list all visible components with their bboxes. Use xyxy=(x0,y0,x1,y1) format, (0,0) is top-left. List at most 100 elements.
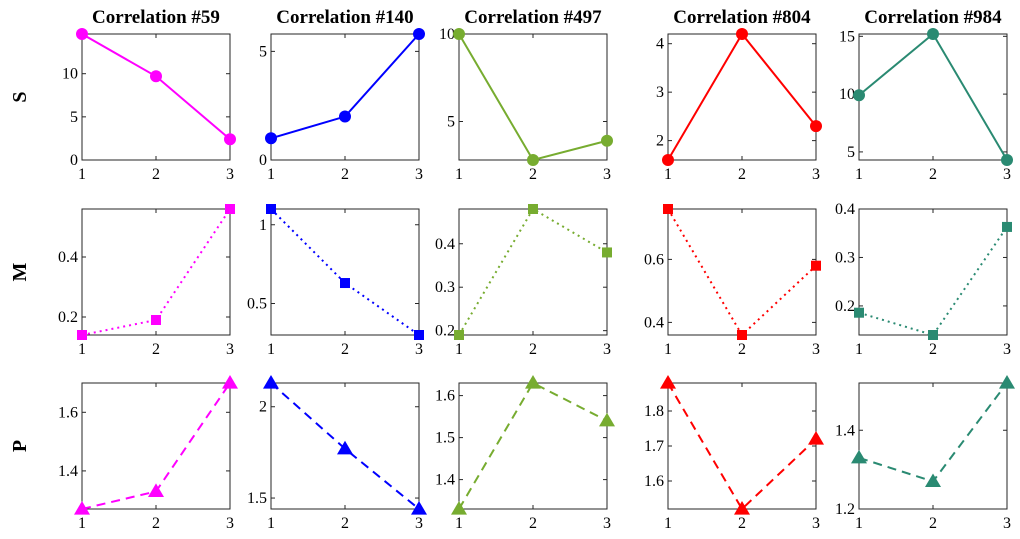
axes-box xyxy=(458,382,608,510)
data-point xyxy=(1001,154,1013,166)
y-tick-label: 0.3 xyxy=(435,279,455,296)
x-tick-label: 2 xyxy=(738,515,746,532)
data-point xyxy=(662,154,674,166)
data-point xyxy=(340,278,350,289)
y-tick-label: 1.6 xyxy=(58,404,78,421)
data-point xyxy=(927,28,939,40)
row-label-m: M xyxy=(9,262,31,281)
series-line-p xyxy=(458,381,608,510)
axes-box xyxy=(858,33,1008,161)
y-tick-label: 1.7 xyxy=(644,438,664,455)
data-point xyxy=(1002,221,1012,232)
y-tick-label: 1.4 xyxy=(435,472,455,489)
y-tick-label: 1.4 xyxy=(58,463,78,480)
y-tick-label: 5 xyxy=(259,43,267,60)
y-tick-label: 1.5 xyxy=(435,430,455,447)
column-title-2: Correlation #140 xyxy=(276,7,413,28)
data-point xyxy=(411,501,427,515)
y-tick-label: 0.5 xyxy=(247,296,267,313)
data-point xyxy=(454,330,464,340)
y-tick-label: 0.3 xyxy=(835,249,855,266)
panel-s-col2: 1 2 3 0 5 xyxy=(259,28,425,183)
data-point xyxy=(451,501,467,515)
panel-p-col4: 1 2 3 1.6 1.7 1.8 xyxy=(644,375,824,532)
data-point xyxy=(414,330,424,340)
x-tick-label: 1 xyxy=(664,166,672,183)
series-line-s xyxy=(667,32,817,161)
y-tick-label: 1.4 xyxy=(835,422,855,439)
panel-p-col2: 1 2 3 1.5 2 xyxy=(247,375,427,532)
column-title-5: Correlation #984 xyxy=(864,7,1002,28)
data-point xyxy=(602,247,612,258)
x-tick-label: 2 xyxy=(341,166,349,183)
y-tick-label: 1.6 xyxy=(644,473,664,490)
y-tick-label: 4 xyxy=(656,36,664,53)
x-tick-label: 3 xyxy=(226,166,234,183)
x-tick-label: 2 xyxy=(341,515,349,532)
y-tick-label: 1.6 xyxy=(435,388,455,405)
data-point xyxy=(999,375,1015,389)
x-tick-label: 3 xyxy=(603,341,611,358)
data-point xyxy=(853,89,865,102)
axes-box xyxy=(270,33,420,161)
column-title-4: Correlation #804 xyxy=(673,7,811,28)
series-line-s xyxy=(270,33,420,140)
x-tick-label: 2 xyxy=(152,166,160,183)
data-point xyxy=(148,483,164,498)
panel-s-col3: 1 2 3 5 10 xyxy=(439,26,613,183)
series-line-p xyxy=(858,382,1008,483)
row-label-p: P xyxy=(9,440,31,452)
y-tick-label: 0.2 xyxy=(835,298,855,315)
row-label-s: S xyxy=(9,91,31,102)
y-tick-label: 1 xyxy=(259,217,267,234)
series-line-s xyxy=(458,33,608,162)
data-point xyxy=(601,134,613,147)
data-point xyxy=(150,70,162,83)
data-point xyxy=(525,375,541,389)
x-tick-label: 1 xyxy=(267,166,275,183)
x-tick-label: 3 xyxy=(415,515,423,532)
axes-box xyxy=(667,208,817,336)
axes-box xyxy=(667,382,817,510)
x-tick-label: 3 xyxy=(1003,341,1011,358)
y-tick-label: 10 xyxy=(62,66,78,83)
y-tick-label: 0.6 xyxy=(644,251,664,268)
axes-box xyxy=(458,208,608,336)
data-point xyxy=(527,154,539,166)
y-tick-label: 2 xyxy=(259,399,267,416)
x-tick-label: 2 xyxy=(738,341,746,358)
y-tick-label: 0.4 xyxy=(644,314,664,331)
x-tick-label: 1 xyxy=(78,515,86,532)
x-tick-label: 3 xyxy=(812,341,820,358)
x-tick-label: 2 xyxy=(738,166,746,183)
y-tick-label: 5 xyxy=(447,114,455,131)
data-point xyxy=(810,120,822,133)
data-point xyxy=(337,440,353,455)
y-tick-label: 0 xyxy=(259,152,267,169)
x-tick-label: 1 xyxy=(267,515,275,532)
panel-m-col4: 1 2 3 0.4 0.6 xyxy=(644,204,821,358)
data-point xyxy=(266,204,276,214)
data-point xyxy=(663,204,673,214)
x-tick-label: 3 xyxy=(812,515,820,532)
data-point xyxy=(528,204,538,214)
series-line-p xyxy=(667,382,817,511)
series-line-m xyxy=(270,208,420,336)
x-tick-label: 3 xyxy=(415,166,423,183)
y-tick-label: 5 xyxy=(70,109,78,126)
data-point xyxy=(151,315,161,325)
panel-m-col1: 1 2 3 0.2 0.4 xyxy=(58,204,235,358)
x-tick-label: 3 xyxy=(415,341,423,358)
data-point xyxy=(339,110,351,123)
data-point xyxy=(811,260,821,271)
panel-p-col3: 1 2 3 1.4 1.5 1.6 xyxy=(435,375,615,532)
x-tick-label: 3 xyxy=(603,166,611,183)
y-tick-label: 15 xyxy=(839,28,855,45)
x-tick-label: 2 xyxy=(152,341,160,358)
data-point xyxy=(808,431,824,445)
data-point xyxy=(74,501,90,515)
x-tick-label: 2 xyxy=(152,515,160,532)
column-title-1: Correlation #59 xyxy=(92,7,220,28)
x-tick-label: 1 xyxy=(78,341,86,358)
